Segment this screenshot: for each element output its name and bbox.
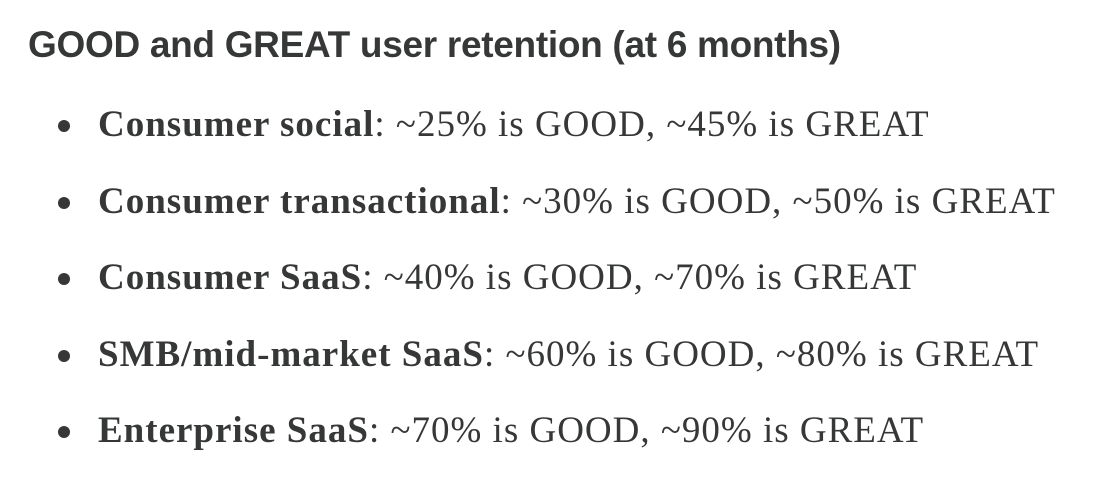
list-item: SMB/mid-market SaaS: ~60% is GOOD, ~80% … <box>0 330 1056 407</box>
item-label: Consumer social <box>98 104 375 145</box>
item-label: Consumer transactional <box>98 180 501 222</box>
bullet <box>58 349 70 362</box>
bullet <box>58 273 70 285</box>
item-label: Consumer SaaS <box>98 257 363 298</box>
item-text: : ~60% is GOOD, ~80% is GREAT <box>483 333 1040 375</box>
item-label: Enterprise SaaS <box>98 410 369 451</box>
bullet <box>58 120 70 132</box>
bullet <box>58 196 70 209</box>
item-text: : ~25% is GOOD, ~45% is GREAT <box>374 104 930 145</box>
item-label: SMB/mid-market SaaS <box>98 333 484 375</box>
bullet <box>58 426 70 438</box>
retention-list: Consumer social: ~25% is GOOD, ~45% is G… <box>0 100 1056 483</box>
item-text: : ~70% is GOOD, ~90% is GREAT <box>368 410 925 451</box>
list-item: Consumer SaaS: ~40% is GOOD, ~70% is GRE… <box>0 253 1056 330</box>
item-text: : ~30% is GOOD, ~50% is GREAT <box>500 180 1056 222</box>
list-item: Consumer social: ~25% is GOOD, ~45% is G… <box>0 100 1056 177</box>
item-text: : ~40% is GOOD, ~70% is GREAT <box>362 257 918 298</box>
title: GOOD and GREAT user retention (at 6 mont… <box>28 24 841 65</box>
list-item: Enterprise SaaS: ~70% is GOOD, ~90% is G… <box>0 406 1056 483</box>
list-item: Consumer transactional: ~30% is GOOD, ~5… <box>0 177 1056 254</box>
